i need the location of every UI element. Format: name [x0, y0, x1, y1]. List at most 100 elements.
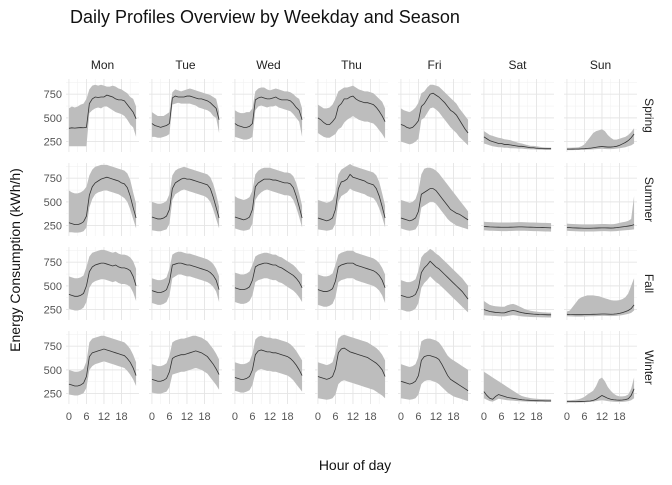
- panel-fall-thu: [315, 247, 388, 320]
- panel-fall-tue: [149, 247, 222, 320]
- mean-series-line: [317, 173, 386, 222]
- y-tick-label: 500: [44, 113, 62, 125]
- range-ribbon: [400, 338, 469, 402]
- range-ribbon: [566, 128, 635, 151]
- mean-series-line: [566, 388, 635, 403]
- mean-series-line: [400, 92, 469, 134]
- range-ribbon: [483, 131, 552, 150]
- x-tick-label: 12: [430, 411, 442, 423]
- x-tick-label: 18: [364, 411, 376, 423]
- panel-winter-mon: [66, 331, 139, 404]
- panel-spring-thu: [315, 79, 388, 152]
- x-tick-label: 12: [98, 411, 110, 423]
- y-tick-label: 500: [44, 197, 62, 209]
- y-tick-label: 500: [44, 365, 62, 377]
- strip-label-sat: Sat: [508, 58, 527, 72]
- mean-series-line: [566, 304, 635, 316]
- panel-summer-sun: [564, 163, 637, 236]
- x-tick-label: 12: [181, 411, 193, 423]
- mean-series-line: [68, 262, 137, 297]
- range-ribbon: [234, 335, 303, 393]
- strip-label-spring: Spring: [642, 98, 656, 133]
- x-tick-label: 18: [115, 411, 127, 423]
- range-ribbon: [151, 335, 220, 394]
- mean-series-line: [566, 133, 635, 150]
- range-ribbon: [400, 84, 469, 146]
- x-tick-label: 12: [513, 411, 525, 423]
- strip-label-summer: Summer: [642, 177, 656, 222]
- range-ribbon: [400, 167, 469, 231]
- mean-series-line: [317, 347, 386, 380]
- panel-spring-sun: [564, 79, 637, 152]
- panel-fall-mon: [66, 247, 139, 320]
- strip-label-tue: Tue: [175, 58, 196, 72]
- mean-series-line: [234, 178, 303, 221]
- x-tick-label: 6: [83, 411, 89, 423]
- strip-label-fall: Fall: [642, 274, 656, 293]
- range-ribbon: [151, 251, 220, 305]
- mean-series-line: [566, 224, 635, 229]
- mean-series-line: [483, 391, 552, 402]
- x-tick-label: 6: [249, 411, 255, 423]
- panel-fall-fri: [398, 247, 471, 320]
- range-ribbon: [566, 278, 635, 317]
- panel-winter-tue: [149, 331, 222, 404]
- panel-summer-mon: [66, 163, 139, 236]
- panel-fall-sun: [564, 247, 637, 320]
- range-ribbon: [483, 371, 552, 403]
- x-tick-label: 18: [447, 411, 459, 423]
- y-tick-label: 750: [44, 257, 62, 269]
- panel-summer-tue: [149, 163, 222, 236]
- x-tick-label: 12: [264, 411, 276, 423]
- mean-series-line: [68, 94, 137, 129]
- range-ribbon: [400, 248, 469, 313]
- range-ribbon: [234, 252, 303, 304]
- panel-winter-wed: [232, 331, 305, 404]
- y-tick-label: 500: [44, 281, 62, 293]
- range-ribbon: [317, 85, 386, 139]
- mean-series-line: [151, 350, 220, 382]
- strip-label-thu: Thu: [341, 58, 362, 72]
- x-tick-label: 6: [581, 411, 587, 423]
- mean-series-line: [317, 95, 386, 125]
- panel-spring-tue: [149, 79, 222, 152]
- range-ribbon: [234, 87, 303, 140]
- x-tick-label: 6: [415, 411, 421, 423]
- x-tick-label: 6: [332, 411, 338, 423]
- x-tick-label: 0: [398, 411, 404, 423]
- y-tick-label: 750: [44, 341, 62, 353]
- mean-series-line: [400, 355, 469, 392]
- strip-label-wed: Wed: [256, 58, 280, 72]
- x-tick-label: 18: [530, 411, 542, 423]
- mean-series-line: [400, 188, 469, 222]
- x-tick-label: 0: [66, 411, 72, 423]
- mean-series-line: [234, 96, 303, 128]
- mean-series-line: [151, 95, 220, 128]
- range-ribbon: [317, 250, 386, 307]
- panel-winter-thu: [315, 331, 388, 404]
- range-ribbon: [317, 163, 386, 231]
- range-ribbon: [151, 88, 220, 138]
- panel-spring-fri: [398, 79, 471, 152]
- x-tick-label: 6: [166, 411, 172, 423]
- mean-series-line: [234, 349, 303, 380]
- mean-series-line: [483, 309, 552, 316]
- mean-series-line: [483, 226, 552, 229]
- panels-layer: Mon Tue Wed Thu Fri Sat Sun Spring Summer Fall Win…: [44, 58, 656, 423]
- panel-winter-fri: [398, 331, 471, 404]
- x-tick-label: 0: [149, 411, 155, 423]
- range-ribbon: [68, 335, 137, 396]
- mean-series-line: [151, 262, 220, 293]
- y-tick-label: 250: [44, 305, 62, 317]
- strip-label-mon: Mon: [91, 58, 114, 72]
- x-tick-label: 6: [498, 411, 504, 423]
- panel-winter-sun: [564, 331, 637, 404]
- panel-summer-fri: [398, 163, 471, 236]
- y-tick-label: 250: [44, 137, 62, 149]
- y-tick-label: 250: [44, 389, 62, 401]
- y-axis-title: Energy Consumption (kWh/h): [7, 168, 23, 352]
- x-tick-label: 18: [613, 411, 625, 423]
- x-tick-label: 0: [481, 411, 487, 423]
